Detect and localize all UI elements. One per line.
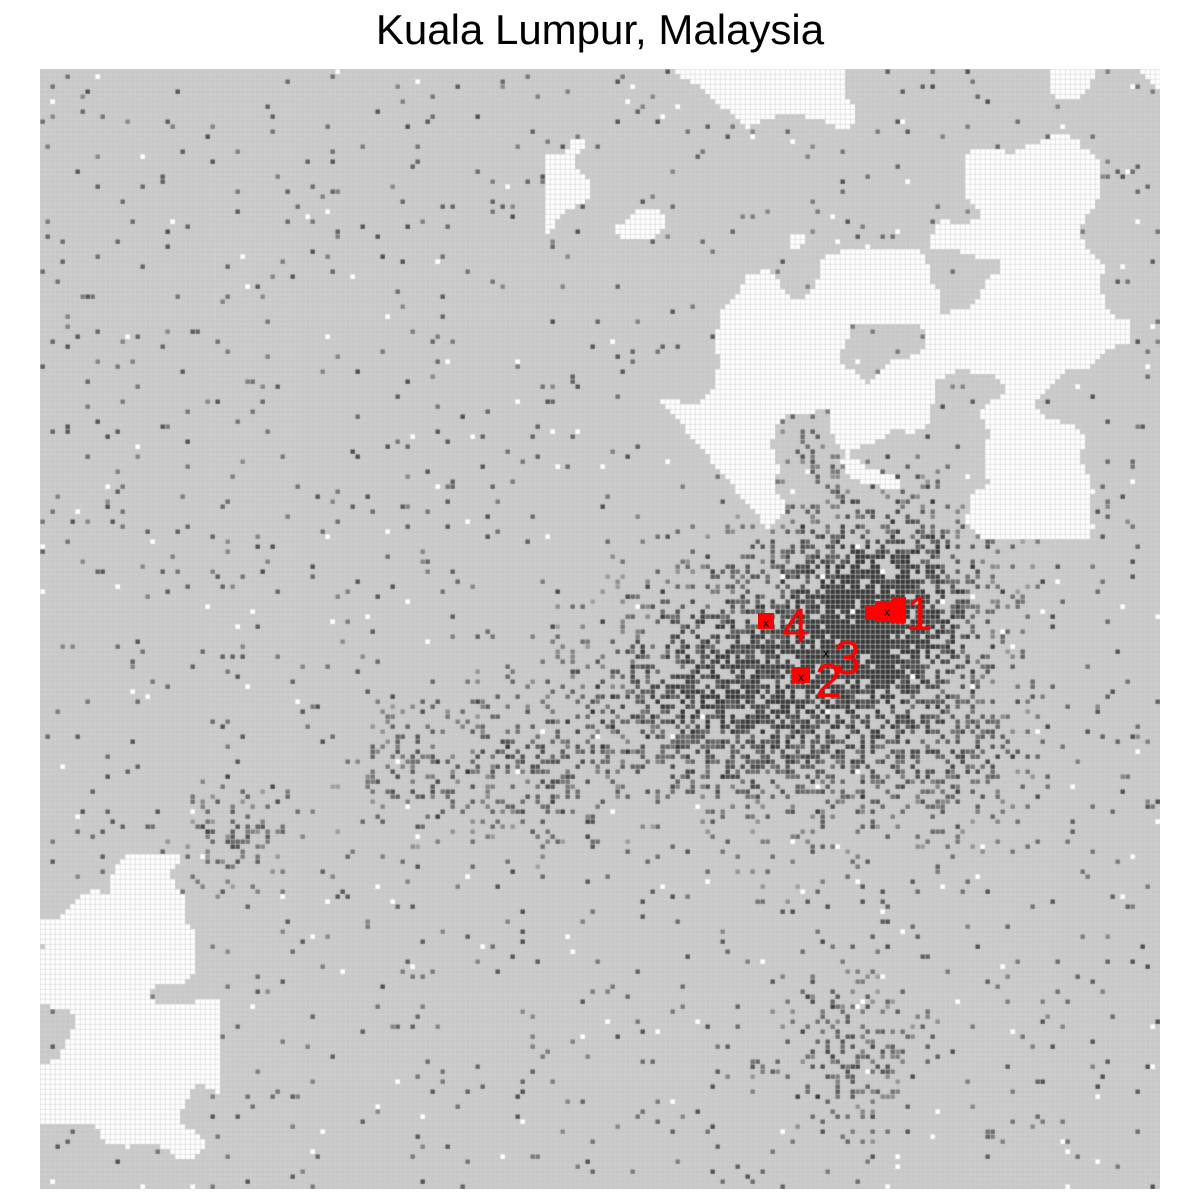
hotspot-2-label: 2 bbox=[815, 655, 842, 708]
hotspot-1[interactable]: x 1 bbox=[865, 588, 933, 641]
map-title: Kuala Lumpur, Malaysia bbox=[375, 6, 825, 53]
hotspot-4-marker: x bbox=[763, 616, 769, 630]
density-raster bbox=[40, 69, 1160, 1189]
hotspot-2-marker: x bbox=[798, 670, 804, 684]
hotspot-1-marker: x bbox=[884, 605, 890, 619]
hotspot-2-cell bbox=[792, 667, 810, 683]
hotspot-4-cell bbox=[758, 613, 774, 629]
hotspot-1-cell bbox=[892, 597, 906, 623]
hotspot-overlay: x 1 x 2 x 3 x 4 bbox=[758, 588, 933, 708]
hotspot-3-marker: x bbox=[823, 646, 829, 660]
hotspot-2[interactable]: x 2 bbox=[792, 655, 842, 708]
hotspot-3-label: 3 bbox=[834, 632, 861, 685]
hotspot-1-cell bbox=[875, 601, 895, 622]
hotspot-4-label: 4 bbox=[782, 600, 809, 653]
hotspot-4[interactable]: x 4 bbox=[758, 600, 809, 653]
map-panel[interactable]: x 1 x 2 x 3 x 4 bbox=[40, 69, 1160, 1189]
hotspot-1-label: 1 bbox=[906, 588, 933, 641]
hotspot-3[interactable]: x 3 bbox=[823, 632, 861, 685]
